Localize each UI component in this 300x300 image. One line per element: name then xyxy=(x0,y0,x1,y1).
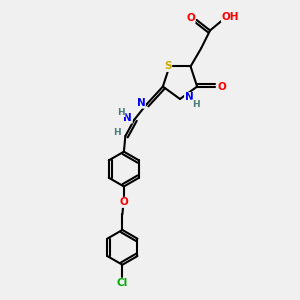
Text: O: O xyxy=(120,197,129,207)
Text: H: H xyxy=(113,128,121,137)
Text: N: N xyxy=(184,92,194,103)
Text: H: H xyxy=(117,108,125,117)
Text: OH: OH xyxy=(221,12,239,22)
Text: O: O xyxy=(217,82,226,92)
Text: Cl: Cl xyxy=(117,278,128,288)
Text: N: N xyxy=(136,98,146,108)
Text: N: N xyxy=(123,113,132,123)
Text: H: H xyxy=(192,100,200,109)
Text: O: O xyxy=(186,14,195,23)
Text: S: S xyxy=(164,61,172,71)
